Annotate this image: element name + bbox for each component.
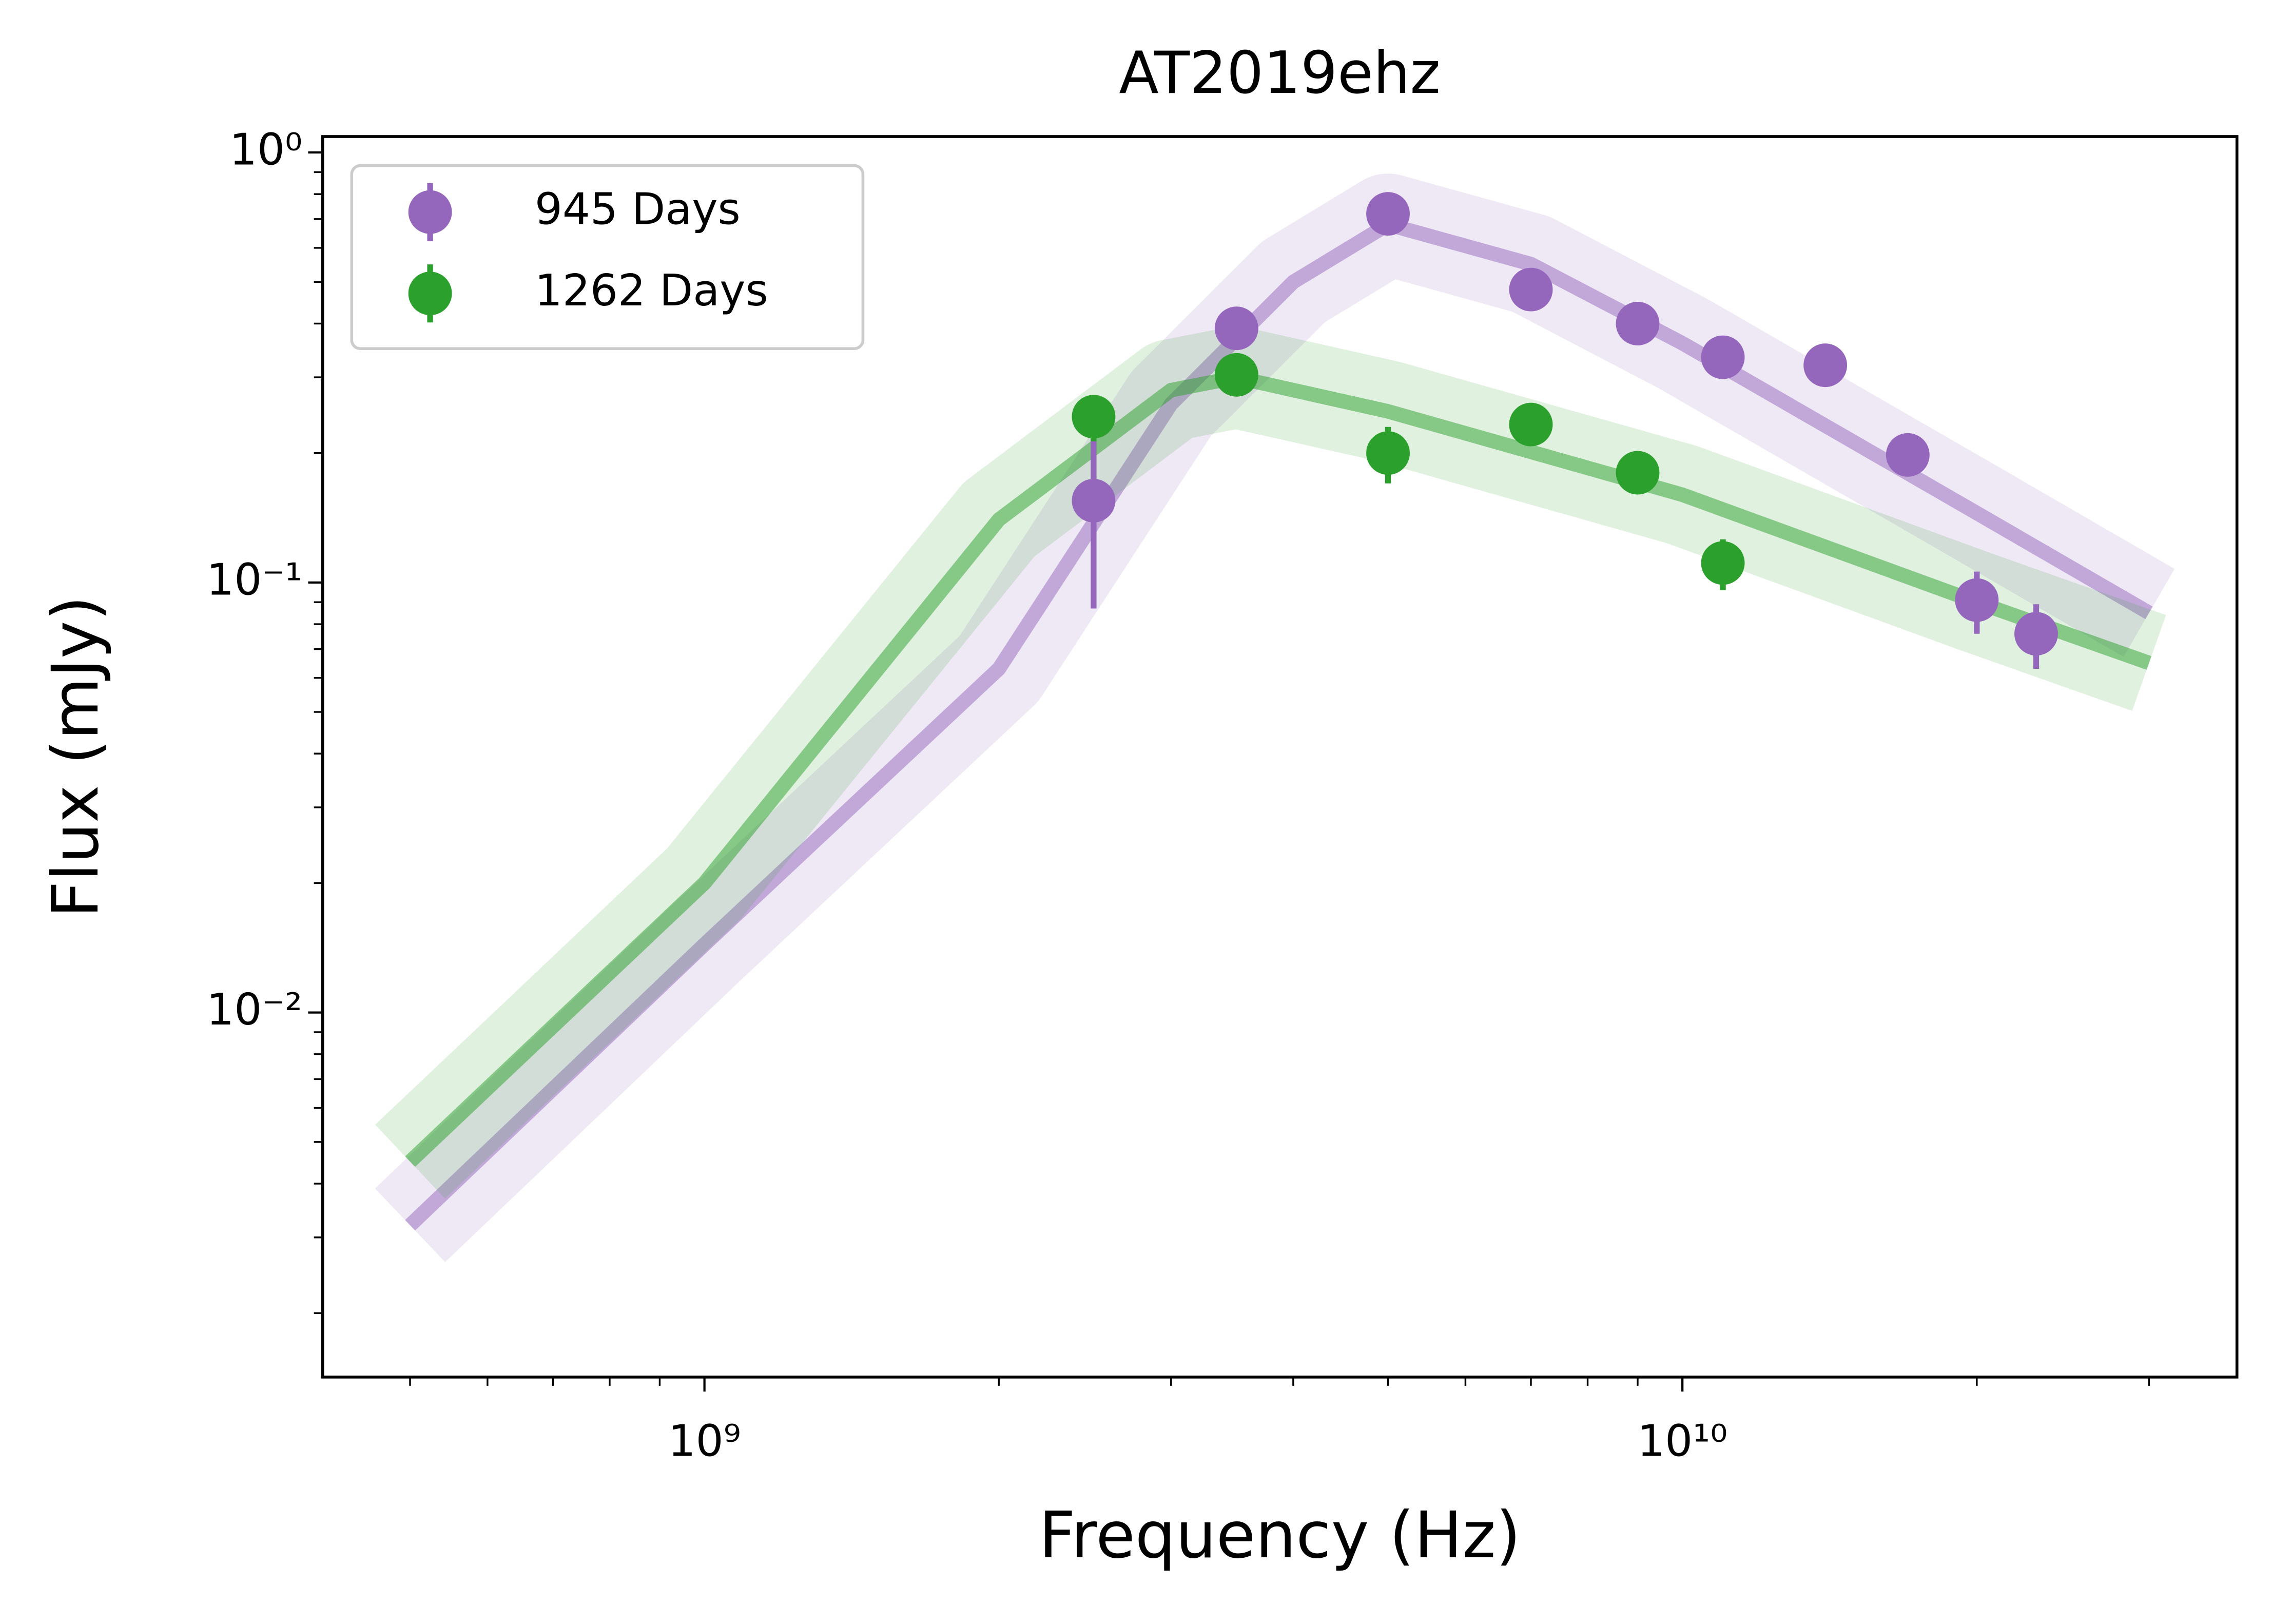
y-tick-label: 10⁻² <box>206 984 302 1035</box>
data-point <box>1214 306 1258 351</box>
data-point <box>1214 353 1258 397</box>
data-point <box>1803 343 1848 388</box>
data-point <box>1509 267 1553 312</box>
legend-label: 1262 Days <box>535 265 768 316</box>
y-tick-label: 10⁻¹ <box>206 554 302 605</box>
data-point <box>1955 578 1999 622</box>
data-point <box>1072 395 1116 439</box>
x-tick-label: 10⁹ <box>668 1416 741 1466</box>
data-point <box>1616 301 1660 345</box>
data-point <box>1701 541 1745 585</box>
x-axis-label: Frequency (Hz) <box>1039 1498 1521 1573</box>
model-line <box>405 217 2153 1231</box>
data-point <box>1509 402 1553 447</box>
legend-marker <box>408 190 452 234</box>
chart-title: AT2019ehz <box>1119 39 1441 107</box>
x-tick-label: 10¹⁰ <box>1637 1416 1727 1466</box>
data-point <box>1072 478 1116 523</box>
plot-frame <box>321 135 2239 1379</box>
y-axis-label: Flux (mJy) <box>38 596 113 918</box>
data-point <box>1886 433 1930 477</box>
data-point <box>1701 335 1745 379</box>
legend-marker <box>408 272 452 316</box>
data-point <box>2014 612 2058 656</box>
legend-box <box>350 164 865 351</box>
data-point <box>1366 192 1410 236</box>
legend-label: 945 Days <box>535 184 741 235</box>
y-tick-label: 10⁰ <box>229 124 302 175</box>
data-point <box>1366 431 1410 475</box>
data-point <box>1616 451 1660 495</box>
